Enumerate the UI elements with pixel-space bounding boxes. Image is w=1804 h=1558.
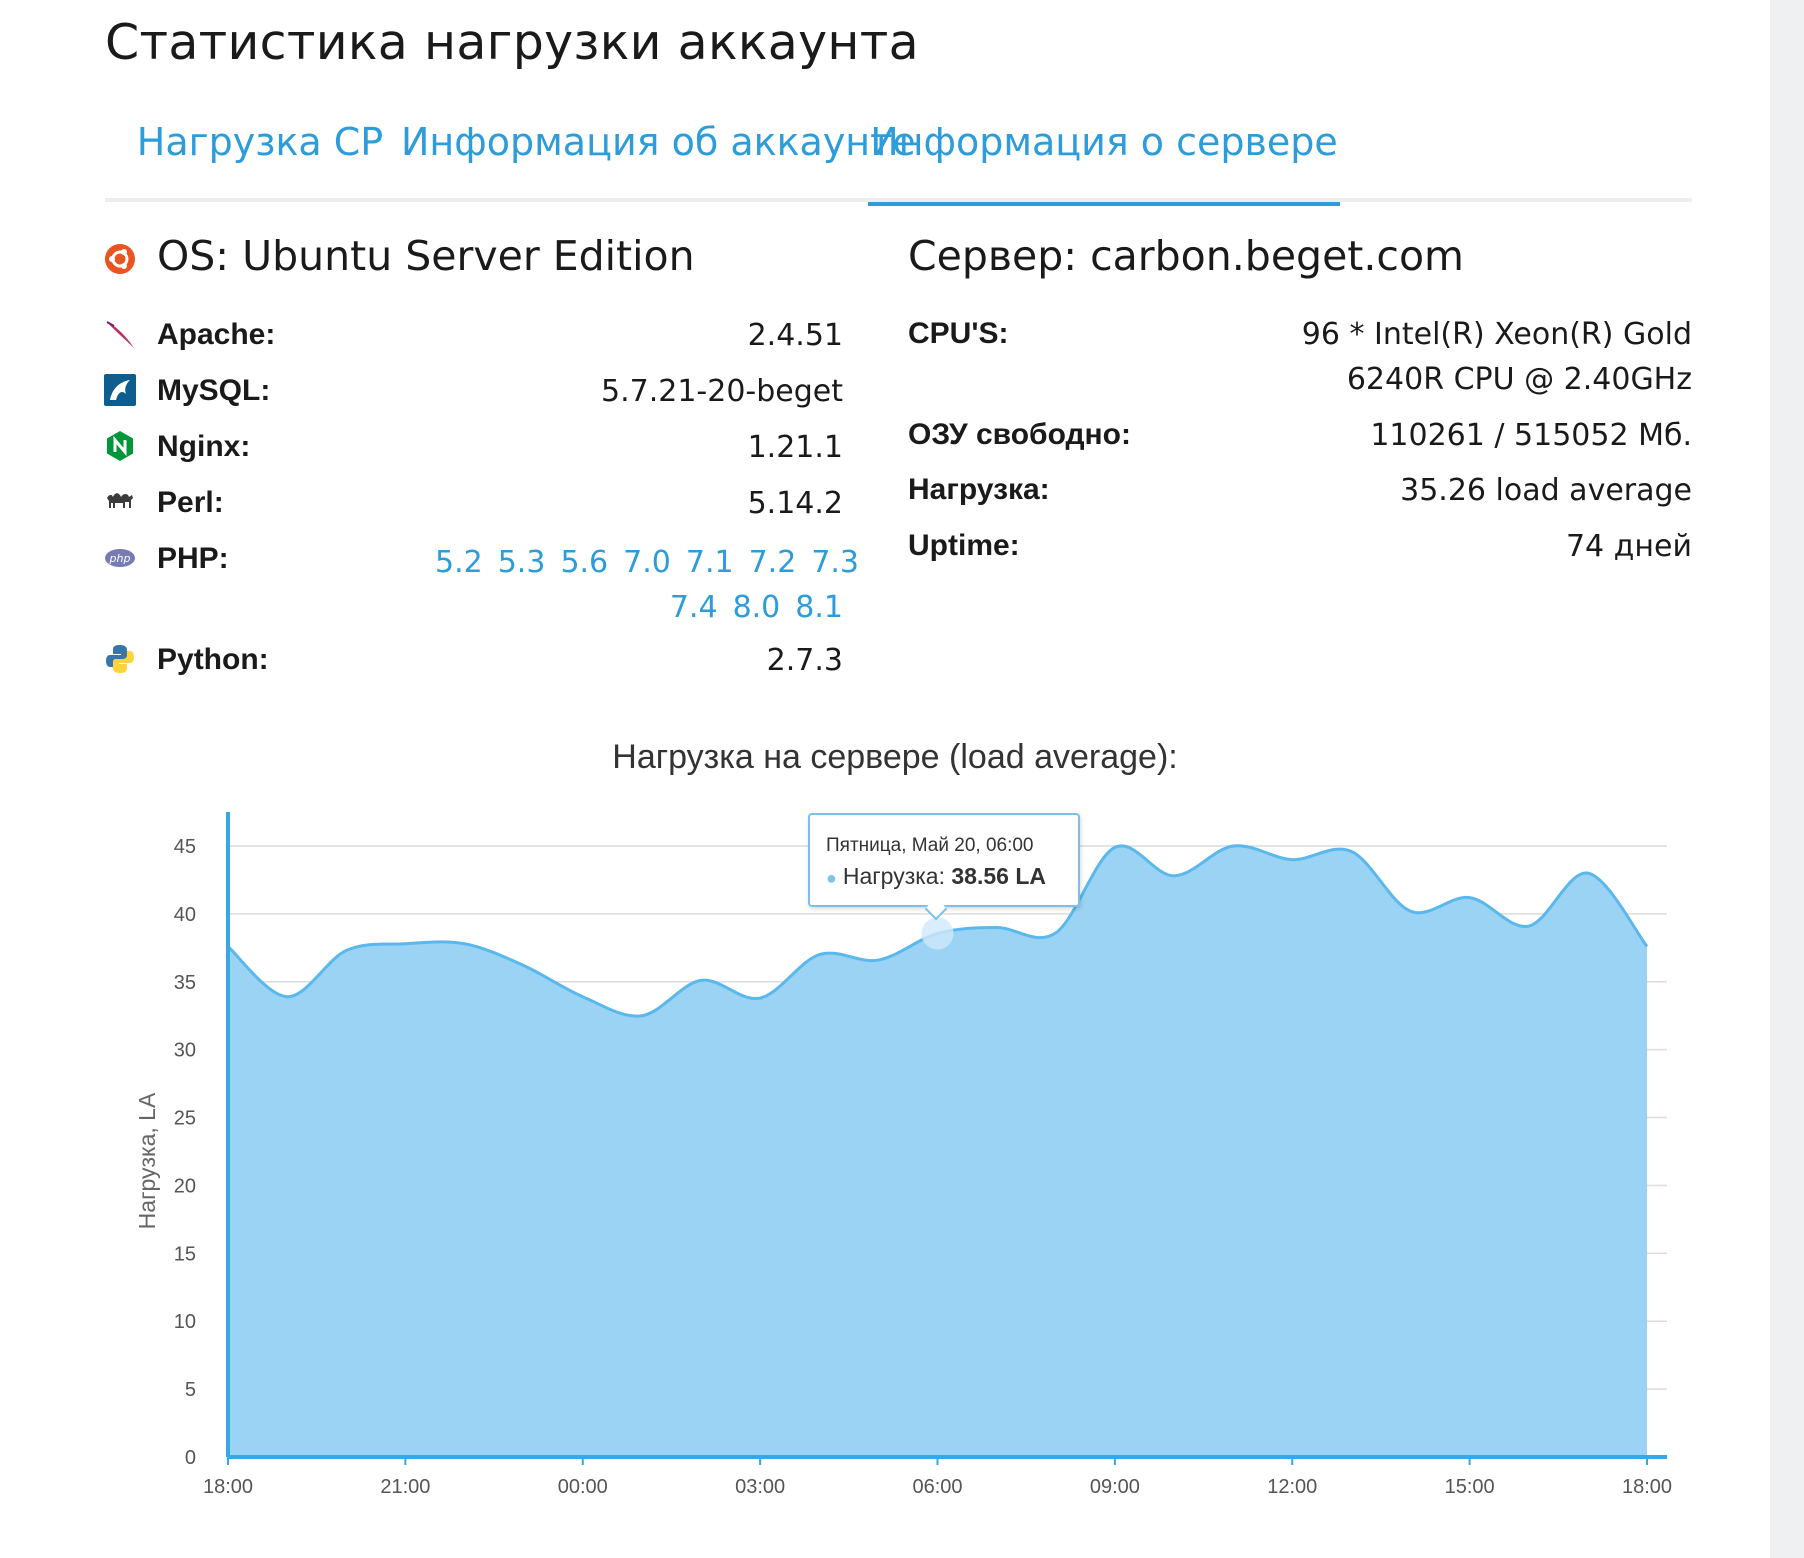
x-tick-label: 00:00 (558, 1476, 608, 1498)
x-tick-label: 21:00 (380, 1476, 430, 1498)
tooltip-date: Пятница, Май 20, 06:00 (826, 835, 1034, 856)
mysql-dolphin-icon (104, 374, 136, 406)
python-label: Python: (157, 643, 269, 676)
y-tick-label: 15 (174, 1243, 196, 1265)
x-tick-label: 06:00 (912, 1476, 962, 1498)
x-tick-label: 18:00 (203, 1476, 253, 1498)
php-version-link[interactable]: 7.3 (811, 545, 860, 580)
tab-bar: Нагрузка CP Информация об аккаунте Инфор… (105, 110, 1692, 206)
svg-text:php: php (109, 552, 131, 565)
mysql-label: MySQL: (157, 374, 271, 407)
python-icon (106, 645, 134, 673)
php-version-link[interactable]: 5.6 (560, 545, 609, 580)
y-tick-label: 5 (185, 1379, 196, 1401)
x-tick-label: 18:00 (1622, 1476, 1672, 1498)
load-area (228, 845, 1647, 1457)
uptime-label: Uptime: (908, 529, 1020, 562)
php-version-link[interactable]: 7.0 (623, 545, 671, 580)
y-axis-title: Нагрузка, LA (134, 1092, 160, 1229)
mysql-version: 5.7.21-20-beget (600, 374, 843, 409)
x-tick-label: 03:00 (735, 1476, 785, 1498)
x-tick-label: 12:00 (1267, 1476, 1317, 1498)
apache-label: Apache: (157, 318, 276, 351)
tab-server-info[interactable]: Информация о сервере (868, 120, 1340, 206)
load-value: 35.26 load average (1400, 473, 1692, 508)
load-line (226, 844, 1649, 1018)
server-title: Сервер: carbon.beget.com (908, 232, 1464, 280)
y-tick-label: 45 (174, 836, 196, 858)
perl-label: Perl: (157, 486, 224, 519)
tooltip-series-dot: ● (826, 868, 837, 888)
tab-account-info[interactable]: Информация об аккаунте (401, 120, 916, 164)
cpu-label: CPU'S: (908, 317, 1009, 350)
chart-tooltip: Пятница, Май 20, 06:00 ● Нагрузка: 38.56 … (808, 813, 1080, 907)
php-version-link[interactable]: 7.1 (685, 545, 734, 580)
perl-camel-icon (107, 493, 133, 508)
x-tick-label: 15:00 (1445, 1476, 1495, 1498)
php-label: PHP: (157, 542, 229, 575)
uptime-value: 74 дней (1565, 529, 1692, 564)
cpu-value-line2: 6240R CPU @ 2.40GHz (1346, 362, 1692, 397)
python-version: 2.7.3 (766, 643, 843, 678)
tab-load-cp[interactable]: Нагрузка CP (136, 120, 384, 164)
php-version-link[interactable]: 5.2 (435, 545, 483, 580)
php-version-link[interactable]: 8.0 (732, 590, 781, 625)
os-title: OS: Ubuntu Server Edition (157, 232, 695, 280)
php-version-list: 5.2 5.3 5.6 7.0 7.1 7.2 7.3 7.4 8.0 8.1 (420, 540, 859, 630)
php-icon: php (105, 549, 135, 567)
apache-feather-icon (106, 321, 134, 348)
php-version-link[interactable]: 8.1 (795, 590, 843, 625)
y-tick-label: 25 (174, 1108, 196, 1130)
y-tick-label: 10 (174, 1311, 196, 1333)
ram-label: ОЗУ свободно: (908, 418, 1131, 451)
x-tick-label: 09:00 (1090, 1476, 1140, 1498)
ram-value: 110261 / 515052 Мб. (1370, 418, 1692, 453)
tooltip-line: ● Нагрузка: 38.56 LA (826, 863, 1046, 890)
chart-title: Нагрузка на сервере (load average): (612, 738, 1178, 776)
perl-version: 5.14.2 (747, 486, 843, 521)
php-version-link[interactable]: 5.3 (497, 545, 546, 580)
nginx-label: Nginx: (157, 430, 251, 463)
apache-version: 2.4.51 (747, 318, 843, 353)
y-tick-label: 20 (174, 1175, 196, 1197)
php-version-link[interactable]: 7.2 (748, 545, 797, 580)
tooltip-value: 38.56 LA (951, 863, 1046, 889)
nginx-icon (107, 431, 133, 461)
y-tick-label: 0 (185, 1447, 196, 1469)
hover-halo (921, 917, 954, 950)
page-title: Статистика нагрузки аккаунта (105, 14, 919, 71)
nginx-version: 1.21.1 (747, 430, 843, 465)
page-scroll-gutter (1770, 0, 1804, 1558)
y-tick-label: 30 (174, 1040, 196, 1062)
load-label: Нагрузка: (908, 473, 1050, 506)
cpu-value-line1: 96 * Intel(R) Xeon(R) Gold (1301, 317, 1692, 352)
tooltip-series-name: Нагрузка: (842, 863, 945, 889)
load-chart[interactable]: 0 5 10 15 20 25 30 35 40 45 Нагрузка, LA 18:00 21:00… (110, 800, 1680, 1520)
y-tick-label: 40 (174, 904, 196, 926)
php-version-link[interactable]: 7.4 (669, 590, 718, 625)
ubuntu-icon (105, 244, 135, 274)
y-tick-label: 35 (174, 972, 196, 994)
